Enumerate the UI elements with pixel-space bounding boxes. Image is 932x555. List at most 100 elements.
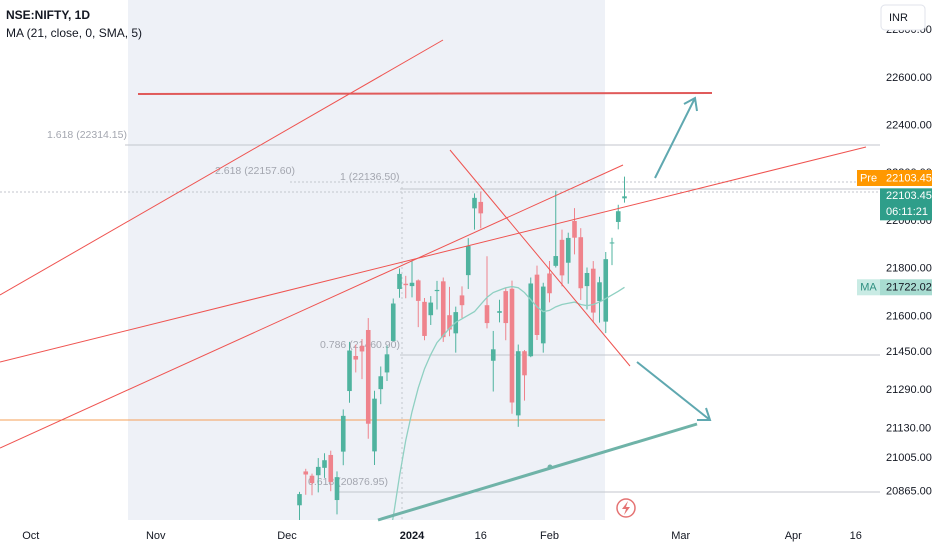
drawings <box>0 39 867 522</box>
candle-body <box>590 268 596 313</box>
indicator-label: MA (21, close, 0, SMA, 5) <box>6 26 142 40</box>
candle-body <box>528 283 534 357</box>
arrow <box>654 96 698 179</box>
x-tick-label: Feb <box>540 530 559 542</box>
y-tick-label: 21005.00 <box>886 452 932 464</box>
symbol-title: NSE:NIFTY, 1D <box>6 8 90 22</box>
last-price-label: 22103.45 <box>886 190 932 202</box>
y-tick-label: 21800.00 <box>886 263 932 275</box>
candle-body <box>428 302 434 316</box>
candle-body <box>459 295 465 306</box>
candle-body <box>322 460 327 468</box>
ma-price-label: 21722.02 <box>886 282 932 294</box>
candle-body <box>559 239 565 276</box>
ma-price-tag <box>880 279 932 296</box>
currency-label: INR <box>889 12 908 24</box>
date-range <box>128 0 605 520</box>
candle-body <box>315 466 321 476</box>
countdown-label: 06:11:21 <box>886 206 928 218</box>
candle-body <box>372 398 377 452</box>
pre-tag-label: Pre <box>860 172 877 184</box>
pre-price-label: 22103.45 <box>886 172 932 184</box>
ma-tag <box>857 279 880 296</box>
candle-body <box>390 303 396 341</box>
candle-body <box>465 246 471 276</box>
anchor-dot <box>547 464 553 470</box>
candle-body <box>553 256 559 266</box>
trend-line <box>0 164 624 449</box>
pre-tag <box>857 170 880 186</box>
y-tick-label: 20865.00 <box>886 486 932 498</box>
candle-body <box>309 475 315 484</box>
arrow <box>636 361 712 421</box>
last-price-tag <box>880 188 932 221</box>
trend-line <box>0 146 867 363</box>
candle-body <box>422 301 427 336</box>
x-tick-label: Oct <box>22 530 39 542</box>
x-tick-label: Mar <box>671 530 690 542</box>
candle-body <box>403 283 409 286</box>
fib-label: 0.618 (20876.95) <box>308 476 388 488</box>
candle-body <box>534 274 540 335</box>
trend-line <box>0 39 444 296</box>
candle-body <box>365 329 371 424</box>
candle-body <box>353 355 359 360</box>
x-tick-label: Nov <box>146 530 166 542</box>
lightning-icon[interactable] <box>616 498 636 518</box>
candle-body <box>328 454 334 482</box>
candle-body <box>509 288 515 403</box>
y-tick-label: 21600.00 <box>886 310 932 322</box>
candle-body <box>565 237 571 263</box>
x-tick-label: Apr <box>785 530 802 542</box>
fib-levels <box>0 144 880 520</box>
candle-body <box>334 477 340 501</box>
candle-body <box>297 494 302 506</box>
icon-bolt <box>622 501 630 515</box>
candle-body <box>584 272 590 287</box>
candle-body <box>340 415 346 452</box>
trend-line <box>137 92 713 95</box>
candle-body <box>303 471 309 475</box>
candle-body <box>609 242 615 244</box>
candle-body <box>497 311 502 313</box>
candle-body <box>540 286 546 344</box>
candle-body <box>547 273 552 294</box>
candle-body <box>478 201 484 214</box>
candle-body <box>384 354 390 373</box>
y-tick-label: 22600.00 <box>886 72 932 84</box>
y-tick-label: 21130.00 <box>886 422 931 434</box>
x-tick-label: Dec <box>277 530 297 542</box>
fib-label: 2.618 (22157.60) <box>215 165 295 177</box>
candle-body <box>397 273 402 289</box>
candle-body <box>434 289 440 292</box>
candle-body <box>572 220 577 238</box>
candle-body <box>440 281 446 338</box>
candle-body <box>503 291 509 324</box>
candle-body <box>484 305 490 324</box>
candle-body <box>409 282 415 287</box>
candle-body <box>603 259 609 322</box>
candles <box>297 176 627 520</box>
candle-body <box>578 237 584 289</box>
x-tick-label: 2024 <box>400 530 425 542</box>
trend-line <box>449 149 631 367</box>
candle-body <box>447 315 452 330</box>
trend-line <box>377 422 698 522</box>
candle-body <box>359 345 365 352</box>
candle-body <box>378 376 384 390</box>
x-tick-label: 16 <box>475 530 487 542</box>
candle-body <box>472 197 477 209</box>
currency-button[interactable] <box>880 4 926 31</box>
pre-price-tag <box>880 170 932 186</box>
fib-label: 0.786 (21460.90) <box>320 339 400 351</box>
ma-tag-label: MA <box>860 282 877 294</box>
y-tick-label: 21450.00 <box>886 346 932 358</box>
candle-body <box>515 351 521 416</box>
candle-body <box>415 280 421 301</box>
fib-label: 1.618 (22314.15) <box>47 129 127 141</box>
candle-body <box>615 211 621 222</box>
candle-body <box>522 351 527 376</box>
candle-body <box>597 282 602 302</box>
fib-label: 1 (22136.50) <box>340 171 400 183</box>
